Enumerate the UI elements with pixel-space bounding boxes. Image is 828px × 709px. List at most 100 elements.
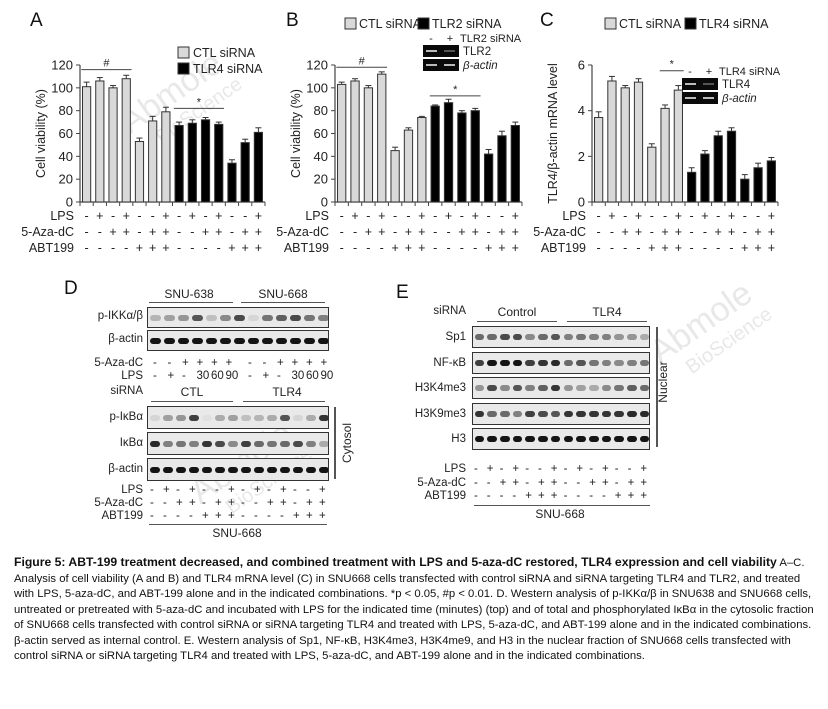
condition-symbol: -: [499, 490, 504, 502]
band: [601, 334, 612, 340]
legend-label: TLR4 siRNA: [699, 17, 769, 31]
condition-symbol: +: [622, 225, 629, 239]
band: [188, 466, 199, 473]
condition-symbol: +: [550, 490, 558, 502]
condition-symbol: -: [163, 497, 167, 509]
condition-symbol: +: [728, 225, 735, 239]
condition-symbol: -: [563, 463, 568, 475]
condition-symbol: +: [123, 225, 130, 239]
band: [525, 436, 536, 442]
condition-symbol: -: [177, 209, 181, 223]
bar: [753, 167, 763, 203]
condition-symbol: -: [241, 484, 245, 496]
condition-symbol: +: [109, 225, 116, 239]
band: [175, 440, 186, 447]
band: [588, 385, 599, 391]
condition-symbol: -: [380, 241, 384, 255]
condition-symbol: -: [663, 209, 667, 223]
band: [149, 337, 161, 344]
legend-label: TLR2 siRNA: [432, 17, 502, 31]
band: [639, 436, 649, 442]
sirna-label: siRNA: [110, 385, 143, 397]
inset-header-label: TLR4 siRNA: [719, 66, 781, 78]
condition-symbol: -: [340, 209, 344, 223]
band: [261, 314, 273, 321]
condition-symbol: -: [366, 241, 370, 255]
condition-label: ABT199: [424, 490, 466, 502]
condition-symbol: -: [597, 209, 601, 223]
band: [240, 466, 251, 473]
condition-symbol: -: [85, 209, 89, 223]
condition-symbol: -: [610, 225, 614, 239]
band: [279, 466, 290, 473]
band: [266, 466, 277, 473]
band: [538, 334, 548, 340]
legend-swatch: [684, 17, 697, 30]
condition-symbol: -: [623, 209, 627, 223]
condition-symbol: +: [162, 209, 169, 223]
band: [639, 334, 649, 340]
band: [240, 440, 251, 447]
bar: [227, 162, 237, 203]
bar: [647, 146, 657, 203]
condition-symbol: +: [215, 225, 222, 239]
condition-symbol: +: [291, 357, 299, 369]
condition-symbol: +: [627, 476, 635, 489]
condition-symbol: -: [406, 209, 410, 223]
bar: [457, 112, 467, 203]
band: [576, 359, 586, 366]
condition-symbol: +: [167, 370, 175, 382]
blot-row-label: IκBα: [119, 437, 143, 449]
condition-symbol: -: [703, 241, 707, 255]
condition-symbol: -: [153, 357, 157, 369]
condition-symbol: -: [486, 490, 491, 502]
band: [499, 359, 510, 366]
condition-symbol: -: [602, 490, 606, 502]
y-tick-label: 60: [59, 126, 73, 141]
condition-symbol: +: [228, 241, 235, 255]
condition-symbol: -: [124, 241, 128, 255]
bar: [161, 111, 171, 203]
condition-symbol: -: [215, 484, 219, 496]
y-axis-label: Cell viability (%): [289, 89, 303, 178]
condition-symbol: -: [563, 490, 568, 502]
band: [318, 414, 328, 421]
band: [601, 385, 612, 391]
band: [162, 466, 173, 473]
legend-label: CTL siRNA: [193, 46, 256, 60]
inset-lane-symbol: -: [429, 33, 433, 45]
legend-swatch: [604, 17, 617, 30]
sirna-label: siRNA: [433, 305, 466, 317]
band: [305, 466, 316, 473]
band: [474, 385, 485, 391]
condition-symbol: +: [189, 209, 196, 223]
condition-symbol: -: [277, 370, 281, 382]
condition-symbol: -: [610, 241, 614, 255]
condition-symbol: +: [280, 497, 287, 509]
condition-symbol: +: [661, 225, 668, 239]
bar: [607, 80, 617, 203]
condition-label: LPS: [562, 209, 586, 223]
condition-symbol: +: [242, 241, 249, 255]
bar: [363, 87, 374, 203]
condition-symbol: +: [768, 225, 775, 239]
condition-symbol: +: [277, 357, 284, 369]
band: [588, 410, 599, 417]
band: [627, 334, 637, 340]
condition-symbol: +: [675, 209, 682, 223]
condition-symbol: -: [576, 476, 581, 489]
condition-symbol: +: [293, 510, 300, 522]
condition-symbol: +: [550, 463, 558, 475]
condition-symbol: +: [498, 241, 505, 255]
panel-label-b: B: [286, 10, 299, 31]
group-line: [149, 524, 327, 525]
blot-row-label: H3K4me3: [414, 382, 466, 394]
condition-symbol: -: [500, 209, 504, 223]
condition-symbol: +: [255, 241, 262, 255]
band: [266, 440, 277, 447]
caption-body: A–C. Analysis of cell viability (A and B…: [14, 557, 814, 662]
band: [305, 414, 316, 421]
y-tick-label: 120: [51, 58, 73, 73]
group-line: [151, 401, 233, 402]
condition-symbol: +: [627, 490, 635, 502]
